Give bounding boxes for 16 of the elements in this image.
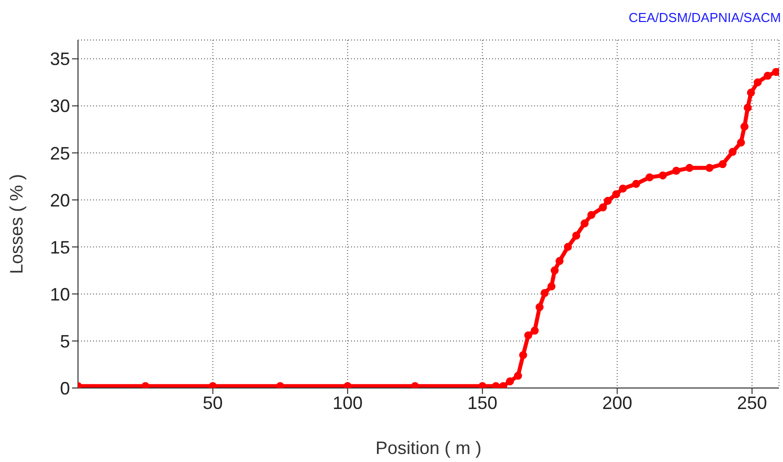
y-tick-label: 5 bbox=[60, 331, 70, 352]
y-tick-label: 20 bbox=[50, 190, 70, 210]
x-tick-label: 200 bbox=[602, 392, 632, 413]
x-tick-label: 250 bbox=[737, 392, 768, 413]
x-tick-label: 150 bbox=[467, 392, 498, 413]
y-tick-label: 15 bbox=[50, 237, 70, 258]
y-axis-title: Losses ( % ) bbox=[6, 174, 26, 274]
y-tick-label: 35 bbox=[50, 49, 70, 70]
y-tick-label: 0 bbox=[60, 378, 70, 398]
x-tick-label: 50 bbox=[202, 392, 223, 413]
y-tick-label: 10 bbox=[50, 284, 70, 304]
text: CEA/DSM/DAPNIA/SACM bbox=[628, 10, 781, 25]
x-tick-label: 100 bbox=[332, 392, 363, 413]
y-tick-label: 25 bbox=[50, 143, 70, 164]
x-axis-title: Position ( m ) bbox=[375, 438, 482, 458]
y-tick-label: 30 bbox=[50, 96, 70, 116]
